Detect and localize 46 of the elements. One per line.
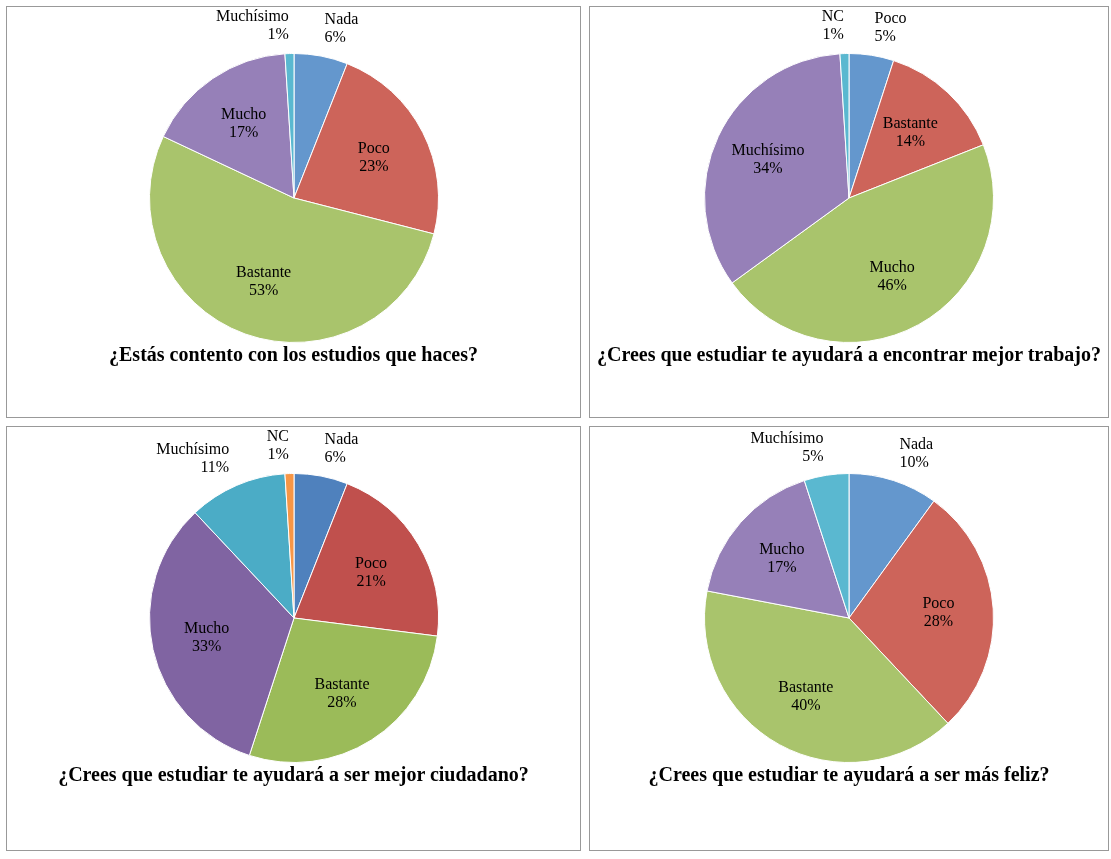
data-label: 34% <box>753 159 783 177</box>
slice-label: Muchísimo <box>155 440 229 458</box>
slice-label: Nada <box>899 434 934 452</box>
data-label: 23% <box>358 156 388 174</box>
data-label: 11% <box>199 458 229 476</box>
data-label: 5% <box>802 446 824 464</box>
data-label: 1% <box>267 25 289 42</box>
text: ¿Estás contento con los estudios que haces? <box>108 343 479 366</box>
slice-label: Poco <box>354 553 387 571</box>
data-label: 10% <box>899 452 929 470</box>
data-label: 28% <box>326 692 357 710</box>
text: ¿Crees que estudiar te ayudará a ser mejor ciudadano? <box>57 763 530 786</box>
data-label: 17% <box>767 557 797 575</box>
slice-label: Muchísimo <box>750 428 824 446</box>
data-label: 53% <box>248 281 278 299</box>
slice-label: Muchísimo <box>731 141 805 159</box>
data-label: 1% <box>822 25 844 42</box>
slice-label: Mucho <box>759 539 805 557</box>
slice-label: Bastante <box>778 677 834 695</box>
data-label: 17% <box>228 123 258 141</box>
slice-label: Bastante <box>313 674 370 692</box>
text: ¿Crees que estudiar te ayudará a encontrar mejor trabajo? <box>596 343 1102 366</box>
data-label: 40% <box>791 695 821 713</box>
slice-label: Poco <box>874 8 907 26</box>
data-label: 6% <box>324 27 346 45</box>
slice-label: Nada <box>324 9 358 27</box>
slice-label: Bastante <box>235 263 291 281</box>
slice-label: Mucho <box>183 618 229 636</box>
slice-label: Mucho <box>220 105 266 123</box>
data-label: 1% <box>267 445 289 462</box>
data-label: 6% <box>324 447 346 465</box>
slice-label: NC <box>266 427 289 444</box>
text: ¿Crees que estudiar te ayudará a ser más feliz? <box>647 763 1051 786</box>
data-label: 14% <box>895 131 925 149</box>
slice-label: Mucho <box>869 257 915 275</box>
slice-label: NC <box>821 7 844 24</box>
data-label: 33% <box>191 636 221 654</box>
slice-label: Nada <box>324 429 358 447</box>
slice-label: Poco <box>357 138 390 156</box>
data-label: 5% <box>874 26 896 44</box>
slice-label: Muchísimo <box>215 7 289 24</box>
data-label: 28% <box>923 611 954 629</box>
slice-label: Bastante <box>882 113 938 131</box>
data-label: 46% <box>877 275 907 293</box>
slice-label: Poco <box>922 593 955 611</box>
data-label: 21% <box>355 571 386 589</box>
